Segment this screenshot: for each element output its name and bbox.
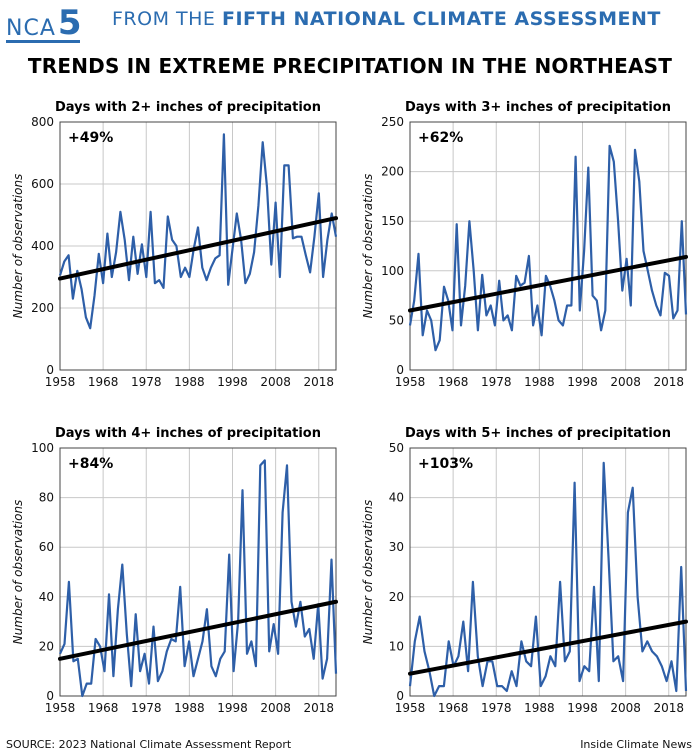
y-tick-label: 0: [396, 689, 404, 703]
y-tick-label: 100: [31, 441, 54, 455]
x-tick-label: 1968: [88, 701, 119, 715]
logo-number: 5: [57, 3, 82, 43]
y-tick-label: 200: [381, 165, 404, 179]
y-tick-label: 800: [31, 115, 54, 129]
x-tick-label: 1988: [524, 701, 555, 715]
x-tick-label: 1958: [45, 375, 76, 389]
chart-4in-svg: Days with 4+ inches of precipitation 0 20 4…: [11, 426, 338, 715]
percent-change-label: +103%: [418, 456, 473, 472]
chart-title: Days with 3+ inches of precipitation: [405, 100, 671, 115]
plot-frame: [59, 121, 337, 371]
series-line: [58, 133, 338, 330]
series-line: [408, 144, 688, 352]
x-tick-label: 1978: [481, 375, 512, 389]
chart-panel-2in: Days with 2+ inches of precipitation 0 200…: [0, 92, 350, 412]
plot-frame: [59, 447, 337, 697]
x-tick-label: 1998: [217, 701, 248, 715]
x-tick-label: 1968: [438, 375, 469, 389]
x-tick-label: 1988: [524, 375, 555, 389]
y-tick-label: 40: [389, 491, 404, 505]
y-tick-label: 40: [39, 590, 54, 604]
plot-frame: [409, 121, 687, 371]
chart-panel-5in: Days with 5+ inches of precipitation 0 10 2…: [350, 418, 700, 738]
y-tick-label: 80: [39, 491, 54, 505]
x-tick-label: 1958: [395, 375, 426, 389]
chart-5in-svg: Days with 5+ inches of precipitation 0 10 2…: [361, 426, 688, 715]
y-axis-label: Number of observations: [361, 500, 375, 645]
chart-panel-3in: Days with 3+ inches of precipitation 0 50 1…: [350, 92, 700, 412]
y-axis-label: Number of observations: [361, 174, 375, 319]
percent-change-label: +84%: [68, 456, 113, 472]
x-tick-label: 1968: [88, 375, 119, 389]
x-tick-label: 1988: [174, 701, 205, 715]
x-tick-label: 1968: [438, 701, 469, 715]
y-axis-label: Number of observations: [11, 500, 25, 645]
credit-note: Inside Climate News: [580, 738, 692, 751]
y-tick-label: 20: [389, 590, 404, 604]
percent-change-label: +49%: [68, 130, 113, 146]
banner-title-bold: FIFTH NATIONAL CLIMATE ASSESSMENT: [221, 8, 661, 30]
y-tick-label: 50: [389, 441, 404, 455]
chart-panel-4in: Days with 4+ inches of precipitation 0 20 4…: [0, 418, 350, 738]
series-line: [408, 461, 688, 698]
x-tick-label: 2018: [653, 701, 684, 715]
x-tick-label: 2008: [610, 701, 641, 715]
y-axis-label: Number of observations: [11, 174, 25, 319]
plot-frame: [409, 447, 687, 697]
x-tick-label: 1998: [217, 375, 248, 389]
x-tick-label: 1998: [567, 701, 598, 715]
x-tick-label: 2008: [260, 375, 291, 389]
y-tick-label: 10: [389, 639, 404, 653]
y-tick-label: 20: [39, 639, 54, 653]
y-tick-label: 60: [39, 540, 54, 554]
y-tick-label: 100: [381, 264, 404, 278]
trend-line: [58, 599, 338, 661]
x-tick-label: 2008: [610, 375, 641, 389]
logo-underline: [6, 40, 80, 43]
header-banner: NCA 5 FROM THE FIFTH NATIONAL CLIMATE AS…: [0, 0, 700, 44]
y-tick-label: 250: [381, 115, 404, 129]
x-tick-label: 2018: [653, 375, 684, 389]
chart-title: Days with 2+ inches of precipitation: [55, 100, 321, 115]
logo-text: NCA: [6, 16, 56, 41]
banner-title-prefix: FROM THE: [112, 8, 222, 30]
x-tick-label: 1978: [131, 701, 162, 715]
x-tick-label: 1978: [131, 375, 162, 389]
banner-title: FROM THE FIFTH NATIONAL CLIMATE ASSESSME…: [112, 8, 661, 30]
main-title: TRENDS IN EXTREME PRECIPITATION IN THE N…: [27, 54, 673, 78]
y-tick-label: 30: [389, 540, 404, 554]
chart-title: Days with 4+ inches of precipitation: [55, 426, 321, 441]
x-tick-label: 1998: [567, 375, 598, 389]
y-tick-label: 600: [31, 177, 54, 191]
x-tick-label: 1958: [395, 701, 426, 715]
trend-line: [58, 216, 338, 281]
y-tick-label: 400: [31, 239, 54, 253]
percent-change-label: +62%: [418, 130, 463, 146]
y-tick-label: 0: [396, 363, 404, 377]
trend-line: [408, 254, 688, 313]
x-tick-label: 1988: [174, 375, 205, 389]
y-tick-label: 50: [389, 313, 404, 327]
series-line: [58, 459, 338, 698]
y-tick-label: 200: [31, 301, 54, 315]
x-tick-label: 1978: [481, 701, 512, 715]
chart-3in-svg: Days with 3+ inches of precipitation 0 50 1…: [361, 100, 688, 389]
x-tick-label: 1958: [45, 701, 76, 715]
chart-title: Days with 5+ inches of precipitation: [405, 426, 671, 441]
x-tick-label: 2018: [303, 701, 334, 715]
y-tick-label: 0: [46, 363, 54, 377]
x-tick-label: 2018: [303, 375, 334, 389]
y-tick-label: 0: [46, 689, 54, 703]
trend-line: [408, 619, 688, 676]
nca5-logo: NCA 5: [6, 4, 82, 40]
source-note: SOURCE: 2023 National Climate Assessment…: [6, 738, 292, 751]
y-tick-label: 150: [381, 214, 404, 228]
chart-2in-svg: Days with 2+ inches of precipitation 0 200…: [11, 100, 338, 389]
x-tick-label: 2008: [260, 701, 291, 715]
